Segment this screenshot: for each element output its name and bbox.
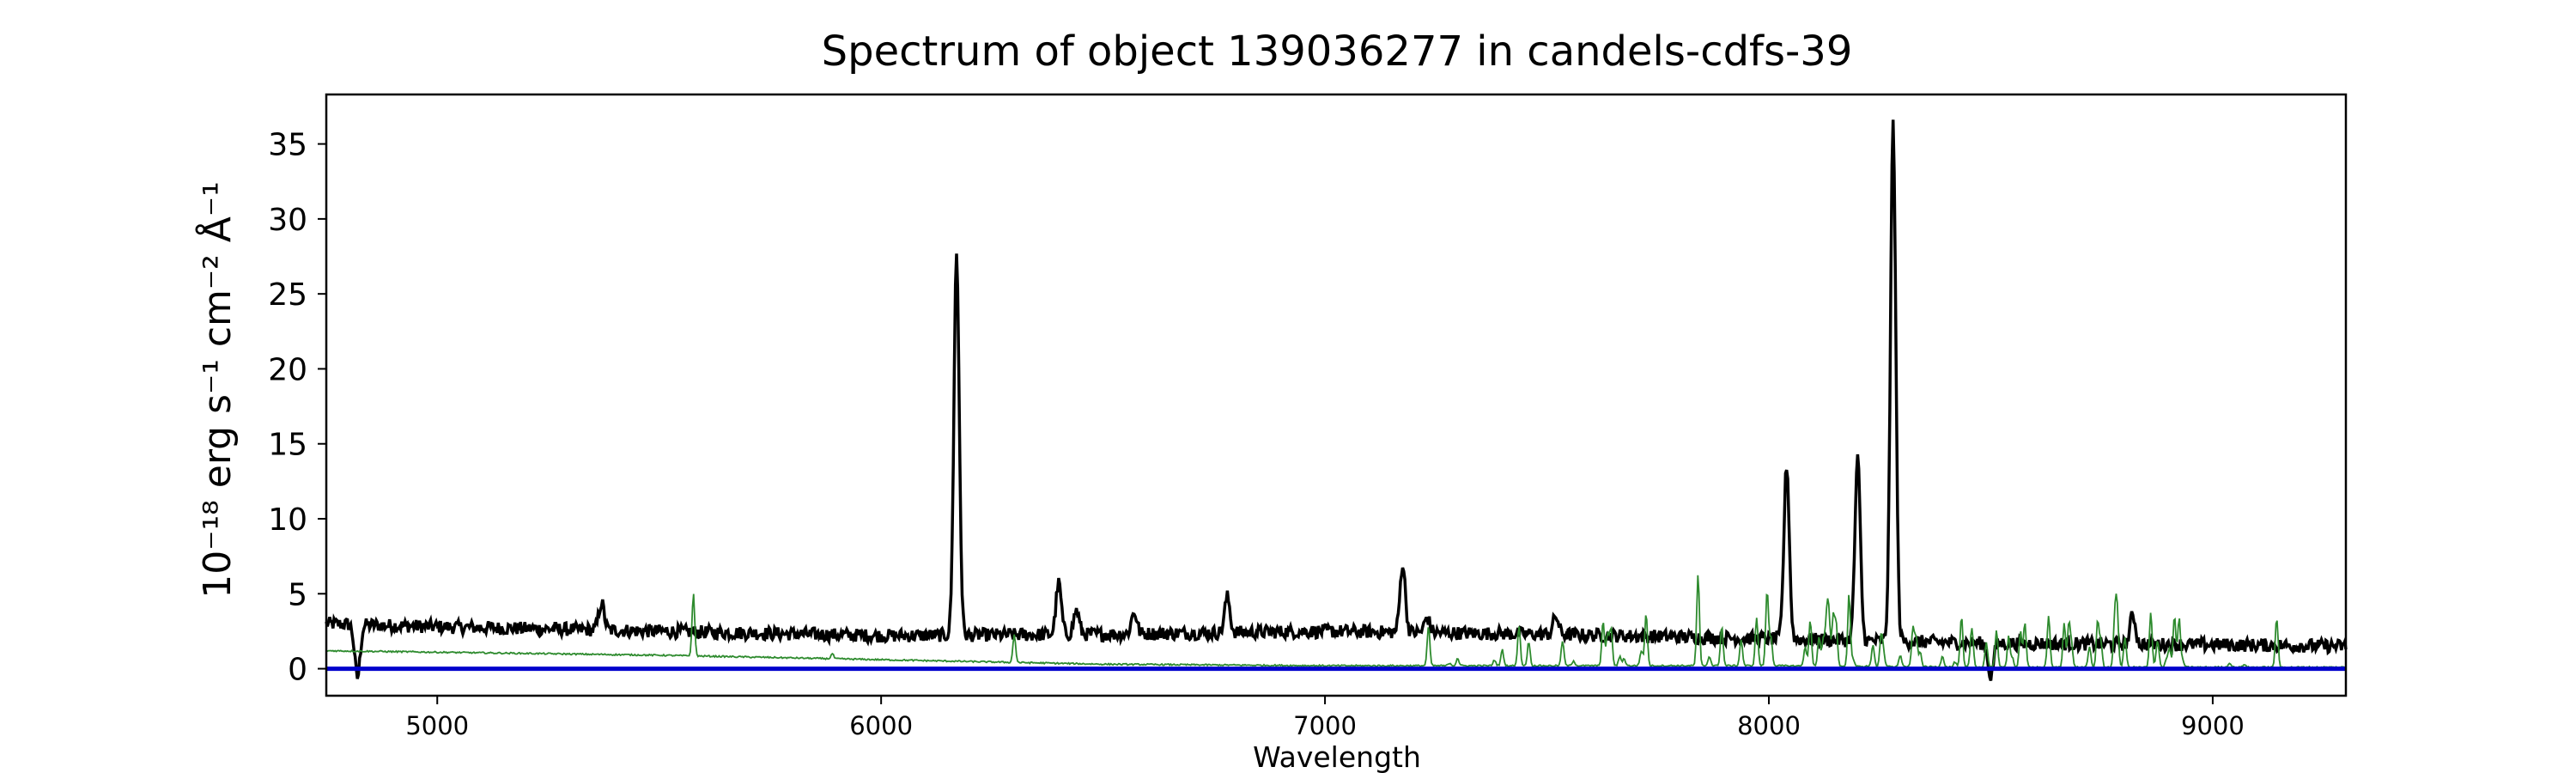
y-tick-label: 20 xyxy=(268,352,307,387)
x-tick-label: 7000 xyxy=(1293,711,1357,740)
chart-title: Spectrum of object 139036277 in candels-… xyxy=(822,27,1853,76)
y-tick-label: 0 xyxy=(288,653,307,688)
series-line-0 xyxy=(325,119,2348,681)
plot-area-frame xyxy=(325,93,2348,697)
x-tick-label: 5000 xyxy=(405,711,469,740)
series-line-1 xyxy=(325,575,2347,669)
y-tick-label: 30 xyxy=(268,203,307,238)
y-tick-label: 10 xyxy=(268,502,307,538)
y-tick-label: 15 xyxy=(268,428,307,463)
y-axis-label: 10⁻¹⁸ erg s⁻¹ cm⁻² Å⁻¹ xyxy=(194,181,240,598)
x-axis-label: Wavelength xyxy=(1253,740,1421,773)
x-tick-label: 6000 xyxy=(849,711,913,740)
tick-layer: 5000 6000 7000 8000 9000 0 5 10 15 20 25 30 35 xyxy=(268,128,2245,740)
y-tick-label: 5 xyxy=(288,577,307,612)
x-tick-label: 9000 xyxy=(2181,711,2245,740)
series-layer xyxy=(325,119,2348,681)
y-tick-label: 25 xyxy=(268,277,307,313)
x-tick-label: 8000 xyxy=(1737,711,1801,740)
y-tick-label: 35 xyxy=(268,128,307,163)
